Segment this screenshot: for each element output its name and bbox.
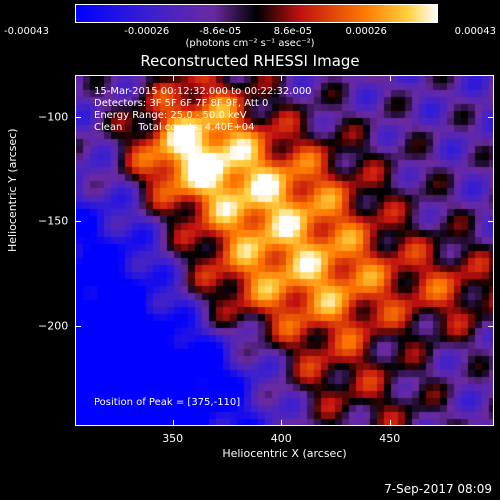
y-tick-mark — [75, 116, 81, 118]
annotation-clean-counts: Clean Total counts: 4.40E+04 — [94, 122, 255, 133]
x-tick-label: 350 — [162, 432, 184, 445]
annotation-peak-position: Position of Peak = [375,-110] — [94, 397, 241, 408]
heatmap-image — [76, 76, 493, 425]
plot-frame — [75, 75, 494, 426]
colorbar-tick-label: 0.00043 — [454, 26, 496, 37]
x-tick-label: 450 — [379, 432, 401, 445]
x-tick-mark — [172, 75, 174, 81]
x-tick-mark — [389, 420, 391, 426]
colorbar — [75, 4, 438, 23]
x-tick-mark — [172, 420, 174, 426]
y-tick-mark — [75, 221, 81, 223]
x-tick-mark — [281, 420, 283, 426]
y-tick-mark — [75, 325, 81, 327]
colorbar-unit-label: (photons cm⁻² s⁻¹ asec⁻²) — [185, 38, 315, 49]
x-axis-label: Heliocentric X (arcsec) — [222, 447, 347, 460]
x-tick-label: 400 — [270, 432, 292, 445]
y-tick-mark — [488, 221, 494, 223]
annotation-energy-range: Energy Range: 25.0 - 50.0 keV — [94, 110, 247, 121]
colorbar-tick-label: 8.6e-05 — [273, 26, 312, 37]
colorbar-tick-label: -0.00043 — [4, 26, 49, 37]
chart-title: Reconstructed RHESSI Image — [140, 52, 360, 70]
y-axis-label: Heliocentric Y (arcsec) — [6, 128, 19, 252]
y-tick-mark — [488, 116, 494, 118]
timestamp: 7-Sep-2017 08:09 — [384, 482, 492, 496]
y-tick-mark — [488, 325, 494, 327]
colorbar-tick-label: -8.6e-05 — [199, 26, 242, 37]
y-tick-label: −200 — [38, 319, 69, 333]
colorbar-tick-label: 0.00026 — [345, 26, 387, 37]
colorbar-tick-label: -0.00026 — [124, 26, 170, 37]
x-tick-mark — [281, 75, 283, 81]
y-tick-label: −150 — [38, 214, 69, 228]
y-tick-label: −100 — [38, 110, 69, 124]
annotation-time-range: 15-Mar-2015 00:12:32.000 to 00:22:32.000 — [94, 86, 312, 97]
x-tick-mark — [389, 75, 391, 81]
annotation-detectors: Detectors: 3F 5F 6F 7F 8F 9F, Att 0 — [94, 98, 269, 109]
